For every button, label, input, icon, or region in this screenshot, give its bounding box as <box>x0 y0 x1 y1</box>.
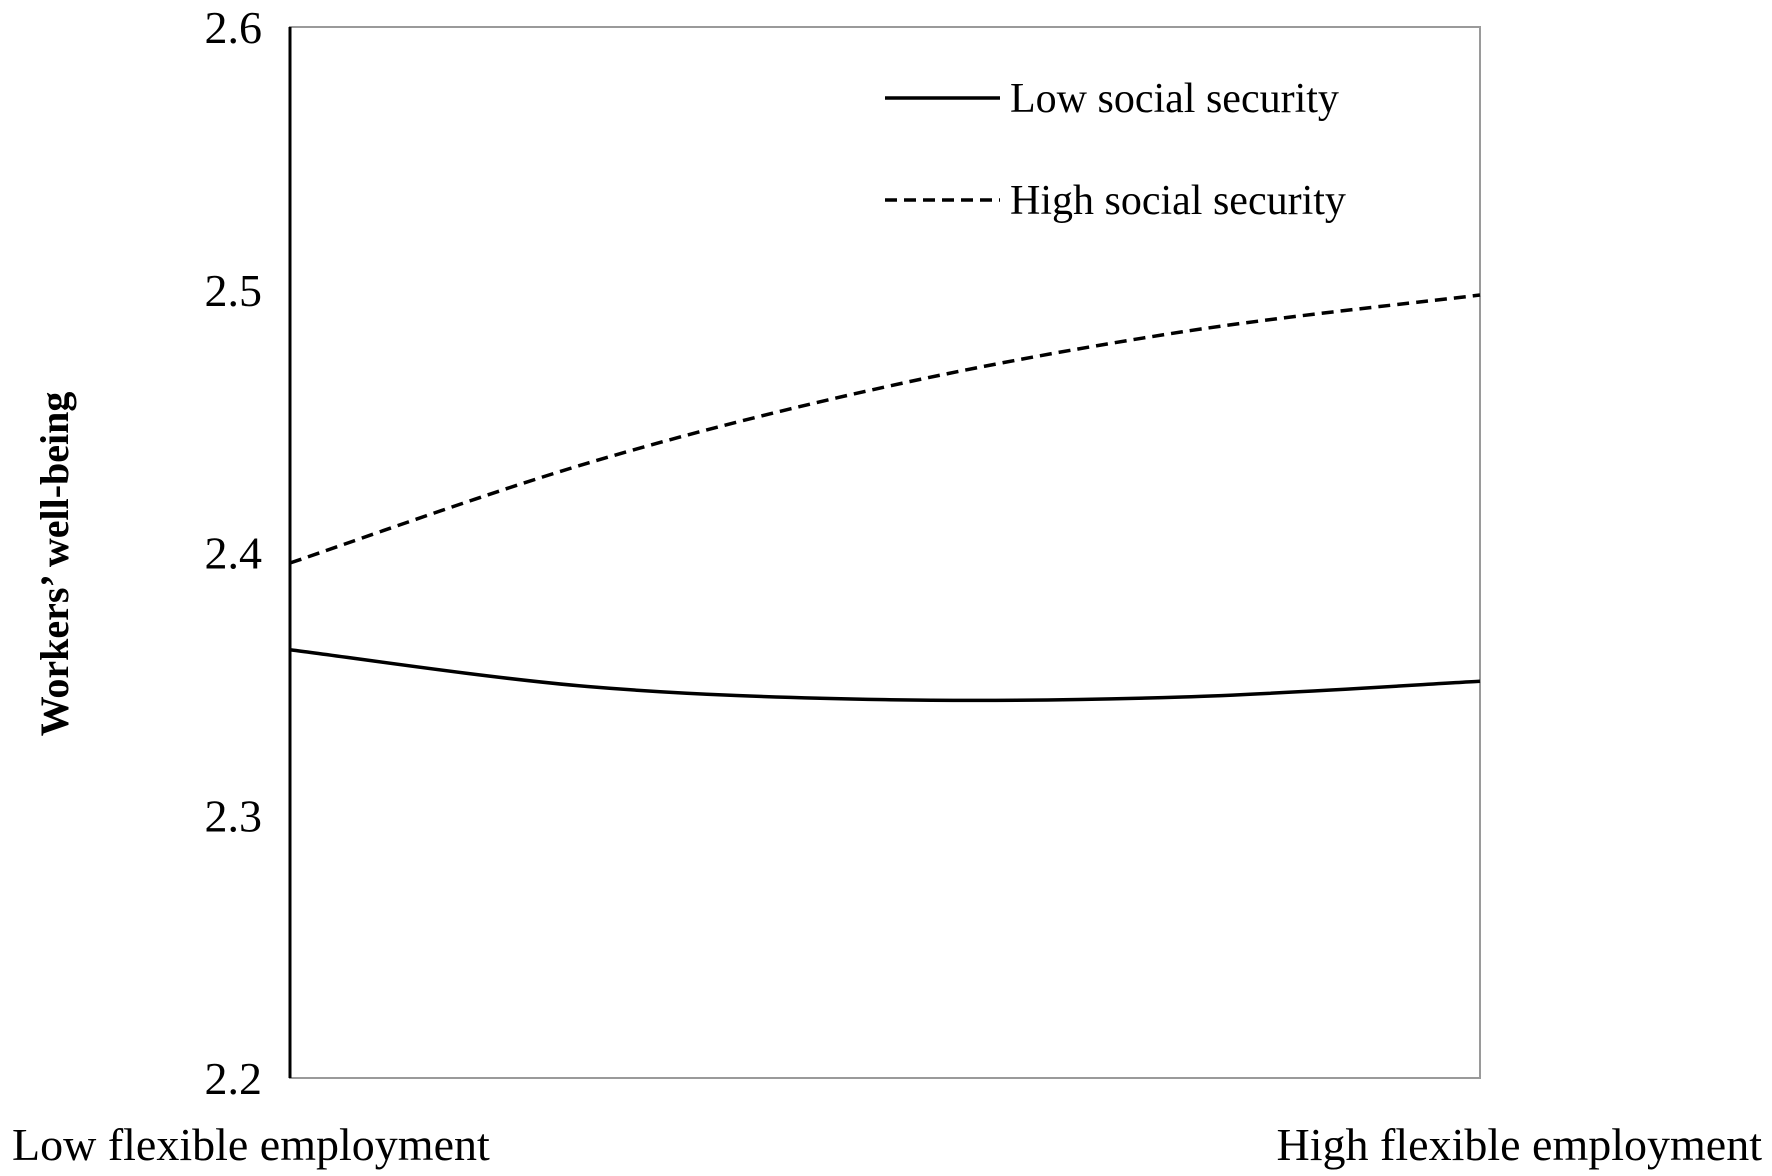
x-axis-ticks: Low flexible employment High flexible emp… <box>12 1119 1762 1170</box>
y-tick-label: 2.3 <box>205 790 263 841</box>
y-axis-ticks: 2.2 2.3 2.4 2.5 2.6 <box>205 2 263 1104</box>
x-tick-label: Low flexible employment <box>12 1119 490 1170</box>
series-layer <box>289 293 1481 703</box>
plot-frame <box>288 26 1481 1079</box>
y-tick-label: 2.5 <box>205 265 263 316</box>
y-tick-label: 2.4 <box>205 528 263 579</box>
y-tick-label: 2.6 <box>205 2 263 53</box>
series-line-high-social-security <box>289 293 1481 565</box>
x-tick-label: High flexible employment <box>1277 1119 1763 1170</box>
legend-label-low-social-security: Low social security <box>1010 76 1339 122</box>
legend-label-high-social-security: High social security <box>1010 178 1346 224</box>
legend: Low social security High social security <box>885 76 1346 224</box>
series-line-low-social-security <box>289 647 1481 703</box>
y-axis-title: Workers’ well-being <box>32 392 77 737</box>
y-tick-label: 2.2 <box>205 1053 263 1104</box>
